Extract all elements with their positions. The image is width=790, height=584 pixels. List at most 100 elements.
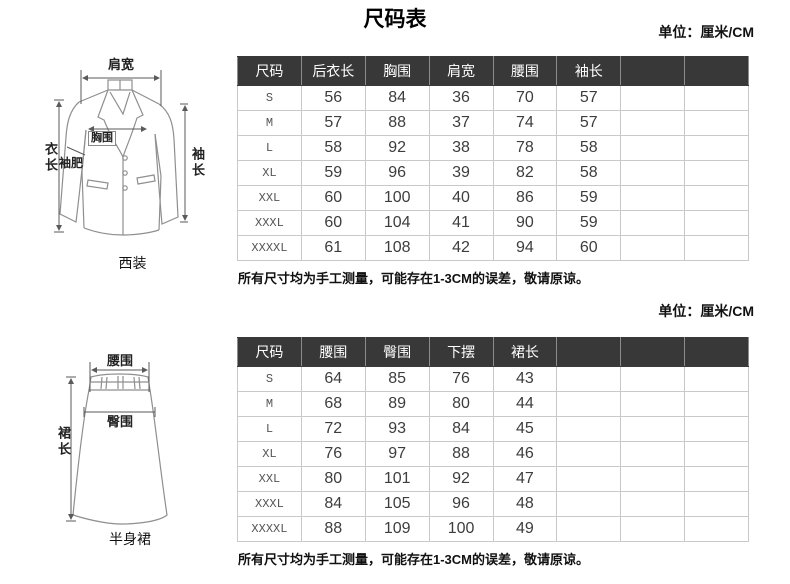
value-cell: 88 [428, 441, 494, 467]
column-header: 尺码 [237, 337, 302, 367]
column-header [684, 337, 749, 367]
value-cell: 36 [428, 85, 494, 111]
value-cell: 58 [556, 135, 622, 161]
value-cell: 59 [300, 160, 366, 186]
value-cell: 90 [492, 210, 558, 236]
value-cell: 37 [428, 110, 494, 136]
value-cell [556, 441, 622, 467]
value-cell: 94 [492, 235, 558, 261]
skirt-drawing [66, 362, 168, 525]
value-cell [684, 391, 749, 417]
value-cell: 70 [492, 85, 558, 111]
value-cell [684, 366, 749, 392]
value-cell [556, 466, 622, 492]
skirt-length-arrow [66, 376, 76, 522]
value-cell: 42 [428, 235, 494, 261]
value-cell: 38 [428, 135, 494, 161]
sleeve-width-label: 袖肥 [59, 156, 84, 170]
column-header: 腰围 [492, 56, 558, 86]
value-cell [556, 366, 622, 392]
value-cell [620, 416, 686, 442]
column-header: 下摆 [428, 337, 494, 367]
value-cell [684, 466, 749, 492]
table-row: XXXXL 88 109 100 49 [237, 516, 749, 542]
value-cell [620, 110, 686, 136]
value-cell: 46 [492, 441, 558, 467]
value-cell: 43 [492, 366, 558, 392]
value-cell: 92 [364, 135, 430, 161]
value-cell: 86 [492, 185, 558, 211]
column-header: 臀围 [364, 337, 430, 367]
value-cell: 72 [300, 416, 366, 442]
jacket-caption: 西装 [118, 255, 147, 271]
value-cell: 105 [364, 491, 430, 517]
value-cell: 57 [556, 110, 622, 136]
table-row: XXL 80 101 92 47 [237, 466, 749, 492]
column-header [620, 337, 686, 367]
skirt-measurement-note: 所有尺寸均为手工测量，可能存在1-3CM的误差，敬请原谅。 [238, 552, 590, 567]
value-cell: 41 [428, 210, 494, 236]
value-cell [620, 366, 686, 392]
value-cell: 39 [428, 160, 494, 186]
size-cell: XXL [237, 185, 302, 211]
value-cell [620, 516, 686, 542]
value-cell: 49 [492, 516, 558, 542]
size-cell: XXL [237, 466, 302, 492]
value-cell: 93 [364, 416, 430, 442]
table-row: XXXL 84 105 96 48 [237, 491, 749, 517]
value-cell: 89 [364, 391, 430, 417]
sleeve-length-arrow [180, 103, 188, 223]
value-cell: 84 [364, 85, 430, 111]
value-cell [620, 235, 686, 261]
value-cell: 100 [428, 516, 494, 542]
value-cell: 40 [428, 185, 494, 211]
value-cell [684, 491, 749, 517]
waist-label: 腰围 [107, 353, 134, 368]
table-row: L 72 93 84 45 [237, 416, 749, 442]
size-cell: M [237, 391, 302, 417]
size-cell: XXXXL [237, 235, 302, 261]
value-cell: 84 [428, 416, 494, 442]
size-cell: XL [237, 160, 302, 186]
garment-length-arrow [54, 99, 64, 233]
value-cell: 60 [300, 210, 366, 236]
skirt-outline [72, 373, 168, 525]
shoulder-width-label: 肩宽 [108, 57, 135, 72]
value-cell: 88 [300, 516, 366, 542]
value-cell: 92 [428, 466, 494, 492]
value-cell: 76 [300, 441, 366, 467]
column-header: 尺码 [237, 56, 302, 86]
size-cell: S [237, 85, 302, 111]
column-header: 袖长 [556, 56, 622, 86]
value-cell: 57 [300, 110, 366, 136]
size-cell: L [237, 135, 302, 161]
value-cell [556, 516, 622, 542]
value-cell [620, 185, 686, 211]
skirt-table-header-row: 尺码 腰围 臀围 下摆 裙长 [237, 337, 749, 367]
table-row: S 56 84 36 70 57 [237, 85, 749, 111]
value-cell: 109 [364, 516, 430, 542]
value-cell: 48 [492, 491, 558, 517]
value-cell [684, 110, 749, 136]
table-row: XXXXL 61 108 42 94 60 [237, 235, 749, 261]
skirt-caption: 半身裙 [109, 531, 151, 547]
value-cell: 96 [364, 160, 430, 186]
shoulder-width-arrow [80, 70, 162, 106]
value-cell: 80 [428, 391, 494, 417]
size-cell: L [237, 416, 302, 442]
size-cell: XL [237, 441, 302, 467]
value-cell [684, 160, 749, 186]
sleeve-width-tick [66, 146, 86, 156]
table-row: S 64 85 76 43 [237, 366, 749, 392]
hip-line [83, 407, 156, 417]
column-header: 肩宽 [428, 56, 494, 86]
table-row: M 57 88 37 74 57 [237, 110, 749, 136]
jacket-table-header-row: 尺码 后衣长 胸围 肩宽 腰围 袖长 [237, 56, 749, 86]
table-row: L 58 92 38 78 58 [237, 135, 749, 161]
skirt-figure: 腰围 臀围 裙长 半身裙 [55, 345, 205, 550]
value-cell: 78 [492, 135, 558, 161]
size-cell: S [237, 366, 302, 392]
column-header: 裙长 [492, 337, 558, 367]
table-row: XXL 60 100 40 86 59 [237, 185, 749, 211]
value-cell: 100 [364, 185, 430, 211]
